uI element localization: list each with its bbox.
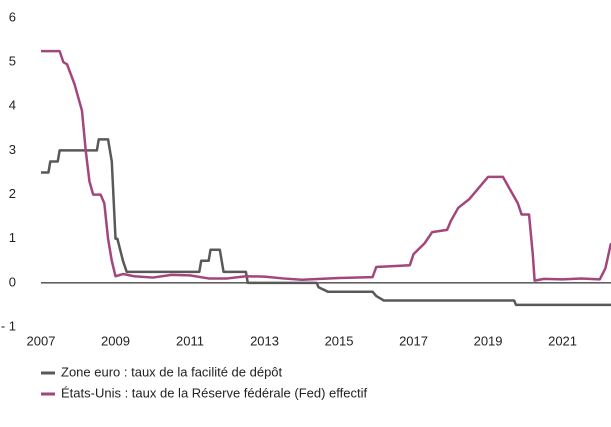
y-tick-label: 1 bbox=[9, 230, 16, 245]
x-tick-label: 2013 bbox=[250, 333, 279, 348]
series-line bbox=[41, 49, 611, 282]
x-tick-label: 2011 bbox=[176, 333, 204, 348]
y-tick-label: 3 bbox=[9, 142, 16, 157]
x-tick-label: 2007 bbox=[27, 333, 56, 348]
y-tick-label: 0 bbox=[9, 274, 16, 289]
legend-label: États-Unis : taux de la Réserve fédérale… bbox=[61, 385, 368, 400]
y-tick-label: 6 bbox=[9, 9, 16, 24]
series-line bbox=[41, 138, 611, 307]
x-tick-label: 2019 bbox=[474, 333, 503, 348]
x-tick-label: 2017 bbox=[399, 333, 428, 348]
legend-label: Zone euro : taux de la facilité de dépôt bbox=[61, 364, 283, 379]
x-tick-label: 2021 bbox=[548, 333, 577, 348]
y-tick-label: 5 bbox=[9, 54, 16, 69]
x-tick-label: 2015 bbox=[325, 333, 354, 348]
y-tick-label: 4 bbox=[9, 98, 16, 113]
y-tick-label: - 1 bbox=[1, 318, 16, 333]
x-tick-label: 2009 bbox=[101, 333, 130, 348]
y-tick-label: 2 bbox=[9, 186, 16, 201]
